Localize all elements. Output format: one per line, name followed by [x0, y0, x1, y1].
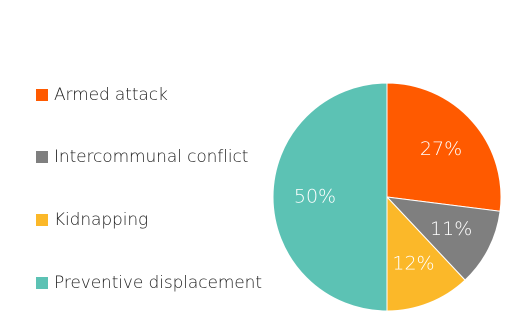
pie-label-kidnapping: 12%: [392, 252, 434, 274]
legend-item-intercommunal-conflict: Intercommunal conflict: [36, 147, 248, 167]
pie-chart: 27% 11% 12% 50%: [272, 82, 502, 312]
pie-label-intercommunal-conflict: 11%: [430, 218, 472, 240]
legend-label-preventive-displacement: Preventive displacement: [54, 273, 262, 293]
pie-slice-intercommunal-conflict: [385, 196, 501, 281]
legend-item-armed-attack: Armed attack: [36, 85, 168, 105]
legend-swatch-intercommunal-conflict: [36, 151, 48, 163]
pie-label-preventive-displacement: 50%: [294, 186, 336, 208]
pie-slice-preventive-displacement: [272, 82, 388, 312]
legend-item-preventive-displacement: Preventive displacement: [36, 273, 262, 293]
legend-item-kidnapping: Kidnapping: [36, 210, 148, 230]
legend-label-kidnapping: Kidnapping: [54, 210, 149, 230]
legend: Armed attack Intercommunal conflict Kidn…: [36, 0, 276, 322]
pie-label-armed-attack: 27%: [420, 138, 462, 160]
pie-slice-kidnapping: [386, 195, 466, 312]
legend-swatch-armed-attack: [36, 89, 48, 101]
legend-label-intercommunal-conflict: Intercommunal conflict: [54, 147, 249, 167]
legend-label-armed-attack: Armed attack: [54, 85, 168, 105]
legend-swatch-kidnapping: [36, 214, 48, 226]
pie-slice-armed-attack: [386, 82, 502, 212]
legend-swatch-preventive-displacement: [36, 277, 48, 289]
